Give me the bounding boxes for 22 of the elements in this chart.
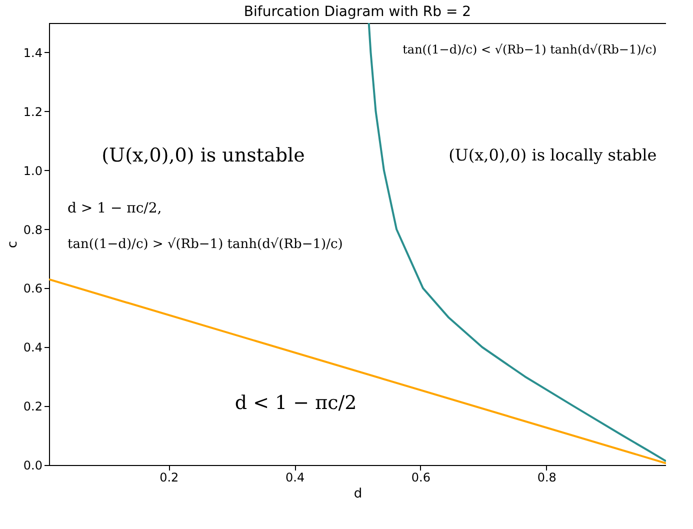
y-tick-label: 0.0: [23, 458, 42, 472]
annotation: (U(x,0),0) is locally stable: [448, 146, 657, 165]
annotation: d < 1 − πc/2: [234, 392, 357, 414]
annotation: d > 1 − πc/2,: [68, 200, 162, 217]
y-tick-label: 0.2: [23, 400, 42, 414]
y-tick-label: 0.8: [23, 222, 42, 237]
y-tick-label: 0.4: [23, 340, 42, 355]
x-tick-label: 0.6: [411, 470, 431, 484]
annotation: tan((1−d)/c) > √(Rb−1) tanh(d√(Rb−1)/c): [68, 237, 343, 252]
line-series: [368, 23, 666, 462]
y-tick-label: 1.0: [23, 164, 42, 178]
y-tick-label: 1.2: [23, 104, 42, 119]
x-axis-title: d: [354, 486, 362, 502]
y-tick-label: 1.4: [23, 46, 42, 60]
x-tick-label: 0.2: [160, 470, 179, 484]
annotation: tan((1−d)/c) < √(Rb−1) tanh(d√(Rb−1)/c): [402, 42, 657, 57]
annotation: (U(x,0),0) is unstable: [102, 144, 305, 167]
y-tick-label: 0.6: [23, 282, 42, 296]
x-tick-label: 0.4: [285, 470, 305, 484]
x-tick-label: 0.8: [537, 470, 556, 484]
chart-title: Bifurcation Diagram with Rb = 2: [244, 4, 472, 20]
y-axis-title: c: [5, 240, 20, 248]
